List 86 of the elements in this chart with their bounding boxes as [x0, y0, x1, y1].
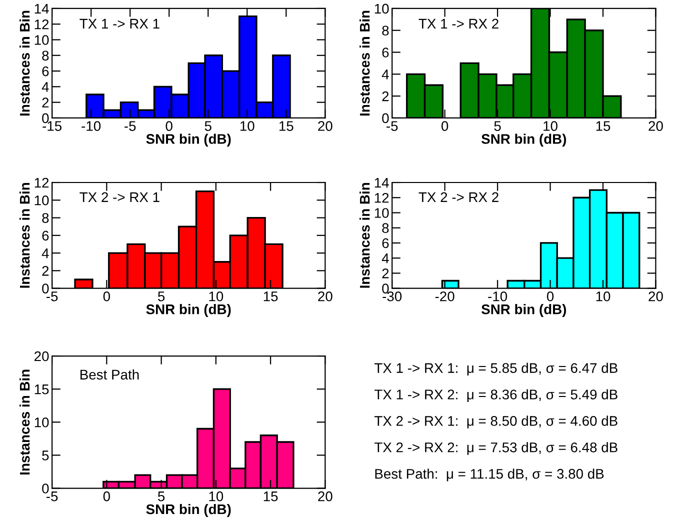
x-tick-label: 20: [318, 291, 332, 302]
x-tick-label: 15: [264, 492, 278, 502]
text: TX 2 -> RX 1: μ = 8.50 dB, σ = 4.60 dB: [374, 416, 618, 428]
y-tick-label: 10: [374, 4, 389, 14]
y-tick-label: 4: [382, 70, 389, 80]
x-tick-label: -5: [46, 492, 58, 502]
y-axis-title: Instances in Bin: [19, 10, 30, 116]
x-axis-title: SNR bin (dB): [146, 134, 231, 147]
x-axis-title: SNR bin (dB): [481, 304, 566, 317]
y-axis-title: Instances in Bin: [19, 370, 30, 474]
x-tick-label: 10: [544, 121, 558, 131]
x-tick-label: -20: [435, 291, 454, 302]
y-tick-label: 2: [382, 268, 389, 278]
y-tick-label: 14: [374, 178, 389, 188]
y-tick-label: 15: [34, 384, 49, 394]
x-tick-label: -10: [82, 121, 101, 131]
x-tick-label: -5: [46, 292, 58, 302]
y-tick-label: 12: [374, 192, 389, 203]
y-tick-label: 8: [42, 50, 49, 61]
y-tick-label: 8: [42, 213, 49, 223]
x-tick-label: 20: [318, 491, 332, 502]
text: TX 1 -> RX 2: [418, 18, 498, 28]
y-tick-label: 0: [42, 113, 49, 124]
x-tick-label: -10: [488, 291, 508, 302]
y-tick-label: 2: [382, 91, 389, 102]
y-tick-label: 14: [34, 4, 49, 14]
y-tick-label: 0: [382, 113, 389, 124]
y-tick-label: 0: [42, 484, 49, 494]
x-tick-label: 0: [546, 291, 554, 302]
x-tick-label: 5: [204, 121, 212, 131]
x-tick-label: 0: [166, 121, 172, 131]
y-tick-label: 10: [34, 417, 49, 428]
x-tick-label: 10: [240, 121, 254, 131]
y-tick-label: 12: [34, 178, 49, 188]
y-tick-label: 4: [42, 82, 49, 92]
text: TX 2 -> RX 1: [80, 192, 160, 202]
y-tick-label: 0: [42, 284, 49, 294]
x-tick-label: 0: [441, 121, 448, 131]
x-tick-label: 10: [209, 291, 224, 302]
text: TX 2 -> RX 2: [418, 192, 498, 202]
y-axis-title: Instances in Bin: [19, 183, 30, 288]
text: Best Path: μ = 11.15 dB, σ = 3.80 dB: [375, 468, 604, 482]
text: Best Path: [80, 369, 139, 380]
y-tick-label: 8: [382, 223, 389, 234]
x-tick-label: 5: [494, 121, 501, 131]
y-tick-label: 0: [382, 284, 389, 294]
text: TX 2 -> RX 2: μ = 7.53 dB, σ = 6.48 dB: [374, 442, 618, 455]
x-tick-label: 10: [596, 291, 610, 302]
text: TX 1 -> RX 2: μ = 8.36 dB, σ = 5.49 dB: [374, 389, 618, 402]
y-tick-label: 2: [42, 266, 49, 276]
x-tick-label: -15: [42, 121, 62, 131]
x-tick-label: 15: [279, 121, 294, 131]
text: TX 1 -> RX 1: [80, 18, 160, 28]
y-tick-label: 5: [42, 450, 49, 460]
y-tick-label: 4: [42, 248, 49, 258]
x-tick-label: -5: [124, 121, 136, 131]
y-tick-label: 6: [382, 238, 389, 248]
y-tick-label: 6: [42, 230, 49, 241]
x-tick-label: 5: [158, 292, 165, 302]
y-tick-label: 4: [382, 254, 389, 264]
x-tick-label: -5: [386, 121, 398, 131]
x-tick-label: 0: [103, 491, 110, 502]
x-axis-title: SNR bin (dB): [146, 504, 231, 517]
y-axis-title: Instances in Bin: [360, 10, 370, 116]
x-tick-label: 20: [648, 291, 663, 302]
text: TX 1 -> RX 1: μ = 5.85 dB, σ = 6.47 dB: [374, 362, 618, 376]
x-tick-label: 5: [158, 492, 165, 502]
x-tick-label: 10: [209, 491, 224, 502]
y-tick-label: 6: [382, 48, 389, 58]
x-tick-label: 0: [103, 291, 110, 302]
x-axis-title: SNR bin (dB): [481, 134, 566, 147]
y-tick-label: 2: [42, 98, 49, 108]
y-tick-label: 10: [374, 208, 389, 218]
y-tick-label: 20: [34, 351, 49, 362]
x-tick-label: 20: [648, 121, 663, 131]
y-tick-label: 6: [42, 66, 49, 76]
y-tick-label: 10: [34, 35, 49, 45]
x-tick-label: 15: [596, 121, 610, 131]
y-tick-label: 8: [382, 26, 389, 36]
y-tick-label: 12: [34, 19, 49, 30]
x-tick-label: 15: [264, 292, 278, 302]
x-axis-title: SNR bin (dB): [146, 304, 231, 317]
y-tick-label: 10: [34, 195, 49, 206]
x-tick-label: -30: [382, 291, 402, 302]
y-axis-title: Instances in Bin: [360, 183, 370, 288]
x-tick-label: 20: [318, 121, 332, 131]
